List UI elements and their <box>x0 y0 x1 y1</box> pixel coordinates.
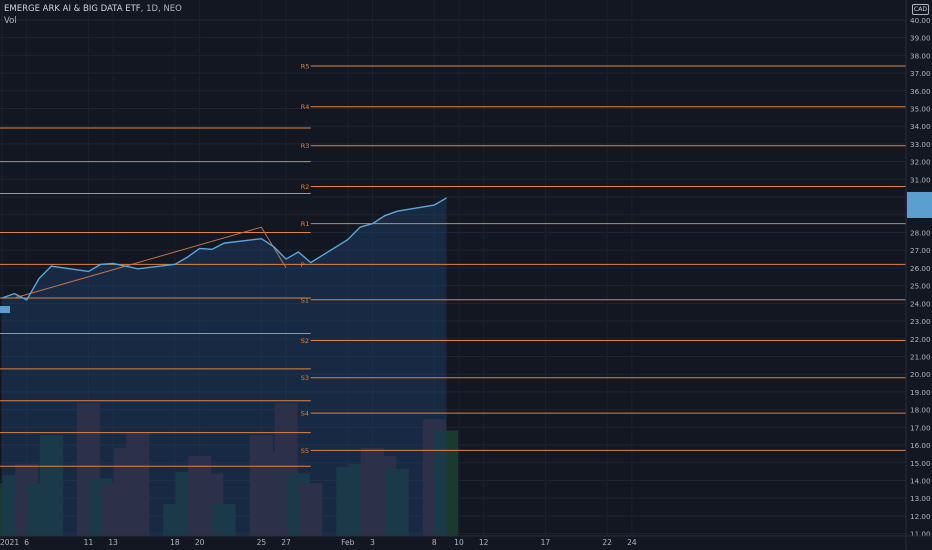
time-tick-label: 22 <box>602 538 612 547</box>
price-tick-label: 17.00 <box>910 423 931 432</box>
time-tick-label: 20 <box>195 538 205 547</box>
price-tick-label: 15.00 <box>910 459 931 468</box>
price-area-fill <box>2 197 447 536</box>
price-tick-label: 33.00 <box>910 140 931 149</box>
time-tick-label: 17 <box>541 538 551 547</box>
symbol-interval: 1D <box>146 4 159 14</box>
price-line-path <box>1 197 447 301</box>
pivot-level-label: S4 <box>301 410 309 418</box>
volume-label[interactable]: Vol <box>4 16 17 26</box>
price-tick-label: 39.00 <box>910 34 931 43</box>
price-tick-label: 27.00 <box>910 246 931 255</box>
price-tick-label: 18.00 <box>910 406 931 415</box>
price-tick-label: 36.00 <box>910 87 931 96</box>
pivot-level-label: R4 <box>301 103 310 111</box>
price-tick-label: 16.00 <box>910 441 931 450</box>
legend-separator: , <box>140 4 147 14</box>
pivot-level-label: S2 <box>301 337 309 345</box>
trend-line[interactable] <box>14 226 287 299</box>
time-tick-label: 2021 <box>0 538 19 547</box>
price-tick-label: 13.00 <box>910 494 931 503</box>
time-tick-label: 18 <box>170 538 180 547</box>
time-tick-label: Feb <box>341 538 355 547</box>
price-tick-label: 25.00 <box>910 282 931 291</box>
time-tick-label: 25 <box>257 538 267 547</box>
price-tick-label: 40.00 <box>910 16 931 25</box>
price-tick-label: 37.00 <box>910 69 931 78</box>
price-tick-label: 24.00 <box>910 299 931 308</box>
symbol-name[interactable]: EMERGE ARK AI & BIG DATA ETF <box>4 4 141 14</box>
time-tick-label: 13 <box>108 538 118 547</box>
pivot-level-label: R3 <box>301 142 310 150</box>
pivot-level-label: S1 <box>301 296 309 304</box>
time-scale[interactable]: 2021 6 11 13 18 20 25 27 Feb 3 8 10 12 17 22 24 <box>0 535 932 547</box>
currency-button[interactable]: CAD <box>912 4 929 15</box>
left-price-marker <box>0 306 10 314</box>
time-tick-label: 3 <box>370 538 375 547</box>
trend-line-path[interactable] <box>14 226 287 299</box>
price-tick-label: 21.00 <box>910 352 931 361</box>
time-tick-label: 24 <box>627 538 637 547</box>
price-tick-label: 35.00 <box>910 105 931 114</box>
price-tick-label: 20.00 <box>910 370 931 379</box>
pivot-level-label: S3 <box>301 374 309 382</box>
price-tick-label: 26.00 <box>910 264 931 273</box>
pivot-levels: R5 R4 R3 R2 R1 P S1 S2 S3 S4 S5 <box>0 62 906 467</box>
symbol-exchange: NEO <box>163 4 182 14</box>
time-tick-label: 11 <box>84 538 94 547</box>
time-tick-label: 27 <box>281 538 291 547</box>
price-tick-label: 22.00 <box>910 335 931 344</box>
time-tick-label: 8 <box>432 538 437 547</box>
price-tick-label: 12.00 <box>910 512 931 521</box>
price-line <box>1 197 447 301</box>
price-tick-label: 14.00 <box>910 476 931 485</box>
last-price-badge <box>907 191 932 218</box>
pivot-level-label: S5 <box>301 447 309 455</box>
price-tick-label: 11.00 <box>910 530 931 539</box>
pivot-level-label: R1 <box>301 220 310 228</box>
legend-separator: , <box>158 4 164 14</box>
price-tick-label: 28.00 <box>910 228 931 237</box>
pivot-level-label: R2 <box>301 183 310 191</box>
price-area <box>2 197 447 536</box>
price-tick-label: 34.00 <box>910 122 931 131</box>
chart-legend: EMERGE ARK AI & BIG DATA ETF, 1D, NEO Vo… <box>4 3 182 27</box>
price-tick-label: 19.00 <box>910 388 931 397</box>
price-tick-label: 38.00 <box>910 51 931 60</box>
time-tick-label: 12 <box>479 538 489 547</box>
pivot-level-label: P <box>301 261 305 269</box>
pivot-level-label: R5 <box>301 62 310 70</box>
price-tick-label: 23.00 <box>910 317 931 326</box>
price-tick-label: 32.00 <box>910 158 931 167</box>
time-tick-label: 10 <box>454 538 464 547</box>
price-tick-label: 31.00 <box>910 175 931 184</box>
time-tick-label: 6 <box>24 538 29 547</box>
